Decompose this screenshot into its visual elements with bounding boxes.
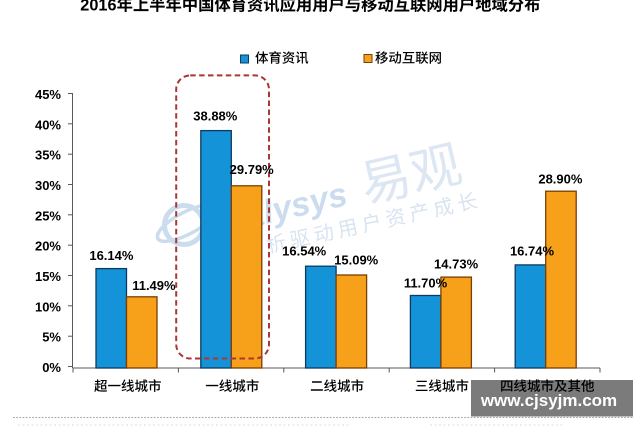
svg-text:16.54%: 16.54% bbox=[282, 244, 327, 259]
svg-text:11.70%: 11.70% bbox=[404, 275, 448, 290]
svg-text:10%: 10% bbox=[35, 299, 61, 314]
svg-text:29.79%: 29.79% bbox=[230, 162, 275, 177]
svg-text:14.73%: 14.73% bbox=[434, 257, 479, 272]
svg-text:35%: 35% bbox=[35, 148, 61, 163]
svg-text:16.14%: 16.14% bbox=[89, 248, 134, 263]
svg-text:15.09%: 15.09% bbox=[334, 253, 379, 268]
svg-text:38.88%: 38.88% bbox=[193, 108, 238, 123]
svg-text:www.cjsyjm.com: www.cjsyjm.com bbox=[480, 391, 617, 410]
svg-text:16.74%: 16.74% bbox=[510, 244, 555, 259]
svg-text:20%: 20% bbox=[35, 239, 61, 254]
svg-text:11.49%: 11.49% bbox=[132, 278, 176, 293]
svg-text:45%: 45% bbox=[35, 87, 61, 102]
svg-text:5%: 5% bbox=[42, 330, 61, 345]
svg-text:25%: 25% bbox=[35, 208, 61, 223]
svg-text:15%: 15% bbox=[35, 269, 61, 284]
svg-text:0%: 0% bbox=[42, 360, 61, 375]
svg-text:30%: 30% bbox=[35, 178, 61, 193]
svg-text:40%: 40% bbox=[35, 117, 61, 132]
svg-text:2016: 2016 bbox=[80, 0, 116, 15]
svg-text:28.90%: 28.90% bbox=[538, 172, 583, 187]
